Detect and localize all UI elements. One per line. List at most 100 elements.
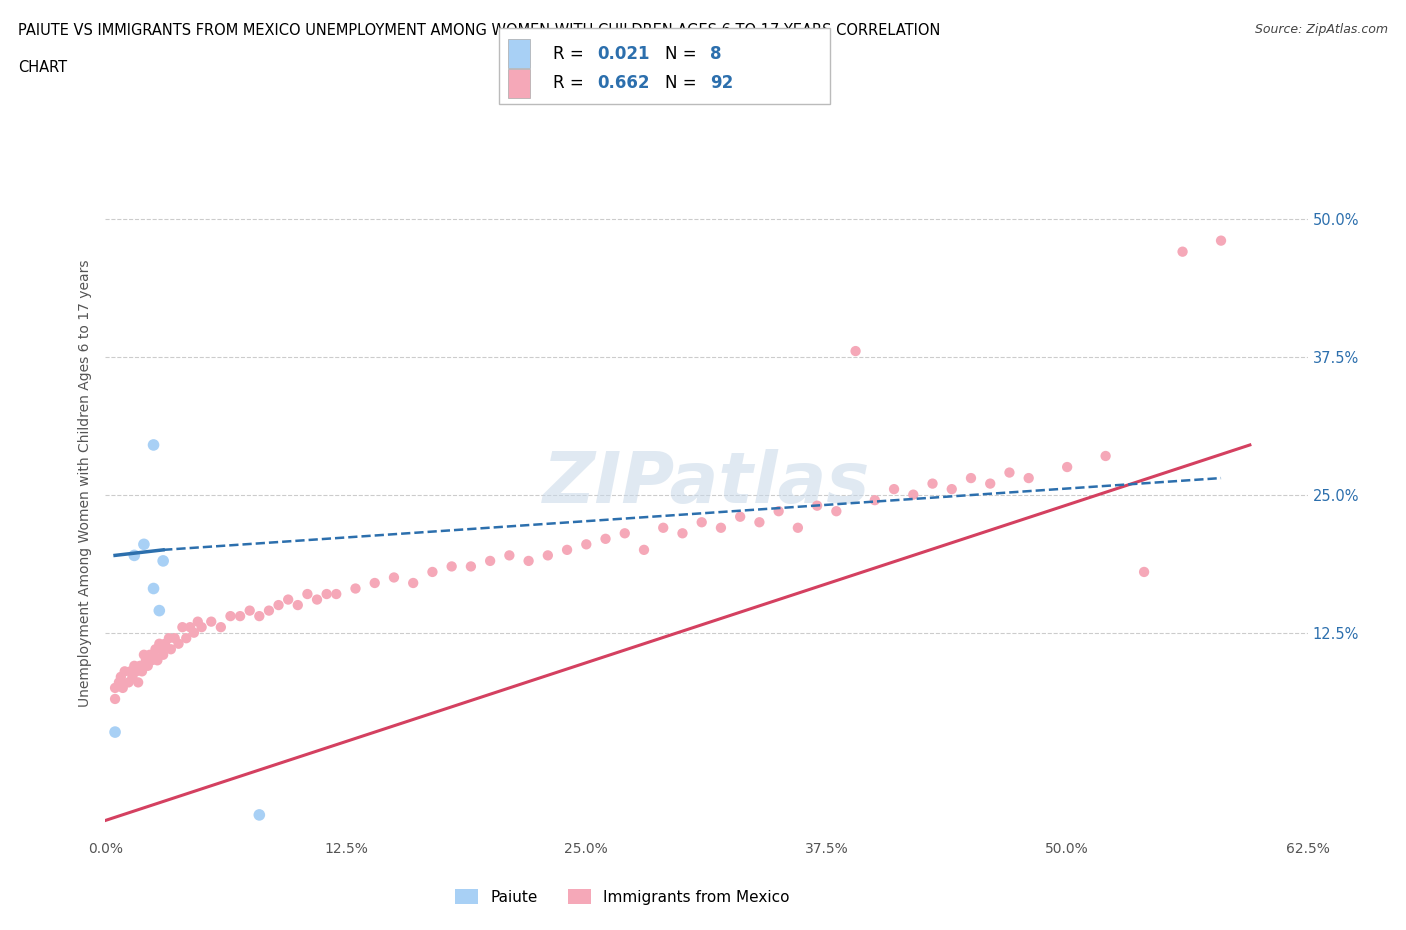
Point: [382, 570, 405, 585]
Point: [257, 604, 280, 618]
Point: [1171, 245, 1194, 259]
Point: [124, 658, 146, 673]
Point: [142, 437, 165, 452]
Point: [325, 587, 347, 602]
Point: [921, 476, 943, 491]
Point: [998, 465, 1021, 480]
Point: [863, 493, 886, 508]
Point: [1056, 459, 1078, 474]
Point: [219, 609, 242, 624]
Point: [132, 647, 155, 662]
Point: [174, 631, 197, 645]
Point: [148, 636, 170, 651]
Point: [111, 681, 134, 696]
Point: [132, 537, 155, 551]
Point: [613, 525, 636, 540]
Point: [209, 619, 232, 634]
Point: [200, 614, 222, 629]
Text: R =: R =: [553, 74, 589, 92]
Point: [132, 658, 155, 673]
Point: [768, 504, 790, 519]
Point: [633, 542, 655, 557]
Point: [537, 548, 560, 563]
Point: [160, 642, 183, 657]
Point: [1094, 448, 1116, 463]
Point: [728, 510, 751, 525]
Point: [190, 619, 212, 634]
Point: [117, 675, 139, 690]
Point: [498, 548, 520, 563]
Point: [247, 609, 270, 624]
Point: [344, 581, 367, 596]
Point: [960, 471, 983, 485]
Text: N =: N =: [665, 74, 702, 92]
Point: [247, 807, 270, 822]
Point: [239, 604, 262, 618]
Point: [1018, 471, 1040, 485]
Point: [142, 647, 165, 662]
Point: [127, 675, 149, 690]
Point: [305, 592, 328, 607]
Text: Source: ZipAtlas.com: Source: ZipAtlas.com: [1254, 23, 1388, 36]
Text: PAIUTE VS IMMIGRANTS FROM MEXICO UNEMPLOYMENT AMONG WOMEN WITH CHILDREN AGES 6 T: PAIUTE VS IMMIGRANTS FROM MEXICO UNEMPLO…: [18, 23, 941, 38]
Point: [136, 658, 159, 673]
Point: [124, 548, 146, 563]
Point: [142, 581, 165, 596]
Point: [479, 553, 502, 568]
Point: [104, 681, 127, 696]
Point: [229, 609, 252, 624]
Text: 0.021: 0.021: [598, 45, 650, 62]
Text: 0.662: 0.662: [598, 74, 650, 92]
Point: [315, 587, 337, 602]
Point: [297, 587, 319, 602]
Point: [104, 692, 127, 707]
Point: [145, 642, 167, 657]
Point: [979, 476, 1001, 491]
Point: [129, 658, 152, 673]
Point: [152, 553, 174, 568]
Point: [517, 553, 540, 568]
Point: [157, 631, 180, 645]
Point: [152, 647, 174, 662]
Point: [825, 504, 848, 519]
Point: [146, 653, 169, 668]
Point: [903, 487, 925, 502]
Point: [1209, 233, 1232, 248]
Point: [277, 592, 299, 607]
Point: [135, 653, 157, 668]
Point: [422, 565, 444, 579]
Text: 8: 8: [710, 45, 721, 62]
Point: [806, 498, 828, 513]
Point: [131, 664, 153, 679]
Text: CHART: CHART: [18, 60, 67, 75]
Point: [108, 675, 131, 690]
Point: [460, 559, 482, 574]
Point: [652, 521, 675, 536]
Point: [104, 724, 127, 739]
Point: [183, 625, 205, 640]
Y-axis label: Unemployment Among Women with Children Ages 6 to 17 years: Unemployment Among Women with Children A…: [79, 259, 93, 708]
Point: [163, 631, 186, 645]
Point: [153, 636, 176, 651]
Point: [845, 344, 868, 359]
Point: [150, 642, 173, 657]
Text: ZIPatlas: ZIPatlas: [543, 449, 870, 518]
Point: [575, 537, 598, 551]
Point: [786, 521, 808, 536]
Text: 92: 92: [710, 74, 734, 92]
Point: [690, 515, 713, 530]
Point: [1133, 565, 1156, 579]
Point: [141, 653, 163, 668]
Point: [440, 559, 463, 574]
Point: [114, 664, 136, 679]
Point: [125, 664, 148, 679]
Point: [179, 619, 201, 634]
Point: [172, 619, 194, 634]
Point: [595, 531, 617, 546]
Text: R =: R =: [553, 45, 589, 62]
Point: [138, 647, 160, 662]
Point: [187, 614, 209, 629]
Point: [748, 515, 770, 530]
Legend: Paiute, Immigrants from Mexico: Paiute, Immigrants from Mexico: [449, 883, 796, 910]
Point: [941, 482, 963, 497]
